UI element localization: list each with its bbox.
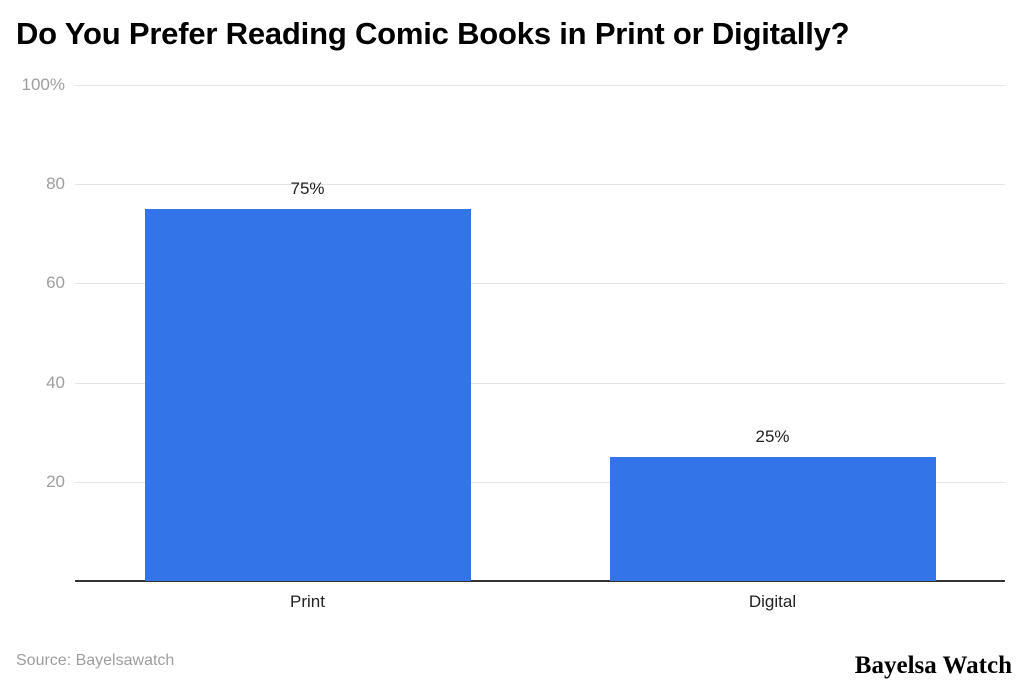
y-tick-label: 100%	[21, 75, 65, 94]
gridline	[75, 184, 1005, 186]
y-tick-label: 40	[46, 372, 65, 392]
gridline	[75, 283, 1005, 285]
gridline	[75, 481, 1005, 483]
bar-digital	[609, 457, 936, 581]
bar-print	[144, 209, 471, 581]
chart-title: Do You Prefer Reading Comic Books in Pri…	[16, 16, 850, 51]
brand-logo: Bayelsa Watch	[854, 652, 1012, 679]
plot-area	[75, 85, 1005, 581]
value-label: 75%	[290, 179, 325, 198]
gridline	[75, 382, 1005, 384]
source-note: Source: Bayelsawatch	[16, 652, 175, 669]
x-axis-baseline	[75, 580, 1005, 582]
x-tick-label: Print	[290, 592, 325, 611]
value-label: 25%	[755, 427, 790, 446]
y-tick-label: 20	[46, 471, 65, 491]
x-tick-label: Digital	[748, 592, 797, 611]
y-tick-label: 80	[46, 174, 65, 194]
y-tick-label: 60	[46, 273, 65, 293]
gridline	[75, 85, 1005, 86]
